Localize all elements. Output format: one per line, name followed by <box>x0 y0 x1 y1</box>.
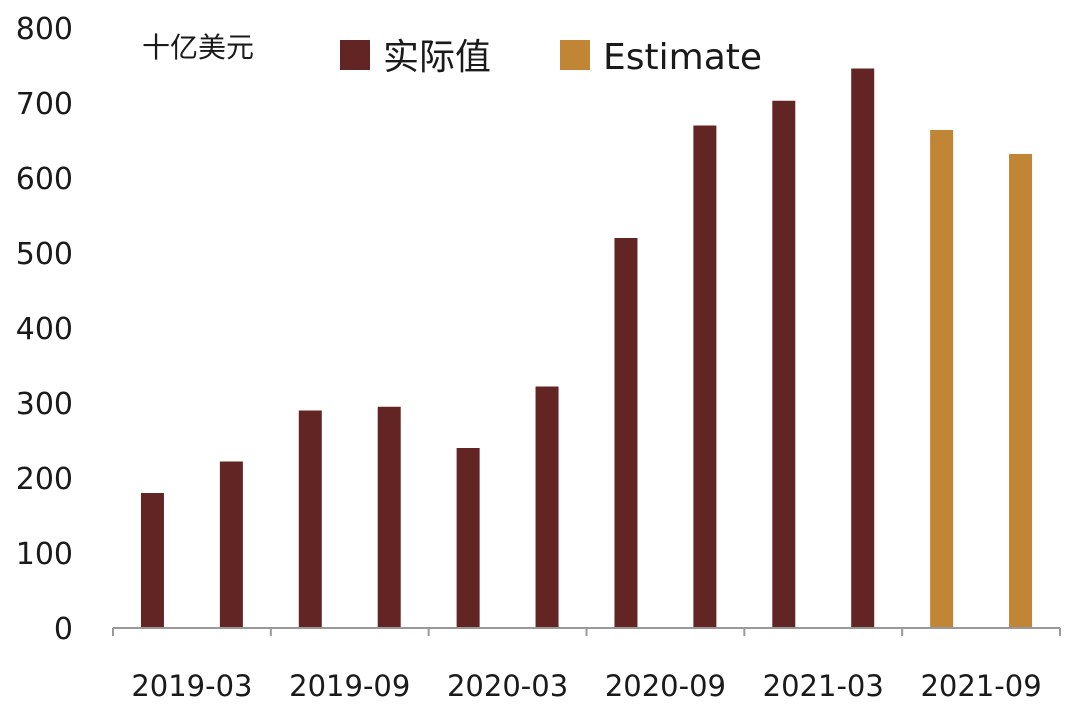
y-tick-label-500: 500 <box>16 237 73 272</box>
y-tick-label-600: 600 <box>16 162 73 197</box>
x-axis-labels: 2019-03 2019-09 2020-03 2020-09 2021-03 2021-… <box>131 669 1041 703</box>
y-tick-label-400: 400 <box>16 312 73 347</box>
bar-actual-2020-06 <box>535 386 559 628</box>
unit-label: 十亿美元 <box>142 31 254 64</box>
y-tick-label-800: 800 <box>16 12 73 47</box>
y-tick-label-100: 100 <box>16 537 73 572</box>
legend-swatch-estimate <box>560 40 590 70</box>
bar-estimate-2021-09 <box>930 130 954 628</box>
y-tick-label-700: 700 <box>16 87 73 122</box>
x-tick-label-2021-03: 2021-03 <box>763 669 884 703</box>
bar-actual-2021-03 <box>772 100 796 628</box>
y-axis-ticks: 0 100 200 300 400 500 600 700 800 <box>16 12 73 647</box>
bar-actual-2020-03 <box>456 448 480 628</box>
x-tick-label-2019-03: 2019-03 <box>131 669 252 703</box>
legend-label-estimate: Estimate <box>603 37 762 78</box>
legend: 实际值 Estimate <box>340 37 762 78</box>
y-tick-label-200: 200 <box>16 462 73 497</box>
bars <box>140 68 1033 628</box>
bar-actual-2019-03 <box>140 493 164 628</box>
bar-actual-2020-12 <box>693 125 717 628</box>
y-tick-label-0: 0 <box>54 612 73 647</box>
bar-actual-2020-09 <box>614 238 638 628</box>
bar-actual-2019-09 <box>298 410 322 628</box>
x-tick-label-2019-09: 2019-09 <box>289 669 410 703</box>
x-tick-label-2020-03: 2020-03 <box>447 669 568 703</box>
legend-swatch-actual <box>340 40 370 70</box>
x-tick-label-2021-09: 2021-09 <box>920 669 1041 703</box>
bar-actual-2019-12 <box>377 406 401 628</box>
bar-actual-2021-06 <box>851 68 875 628</box>
legend-label-actual: 实际值 <box>383 37 491 78</box>
y-tick-label-300: 300 <box>16 387 73 422</box>
x-axis-ticks <box>112 628 1061 636</box>
x-tick-label-2020-09: 2020-09 <box>605 669 726 703</box>
bar-estimate-2021-12 <box>1009 154 1033 628</box>
bar-actual-2019-06 <box>219 461 243 628</box>
